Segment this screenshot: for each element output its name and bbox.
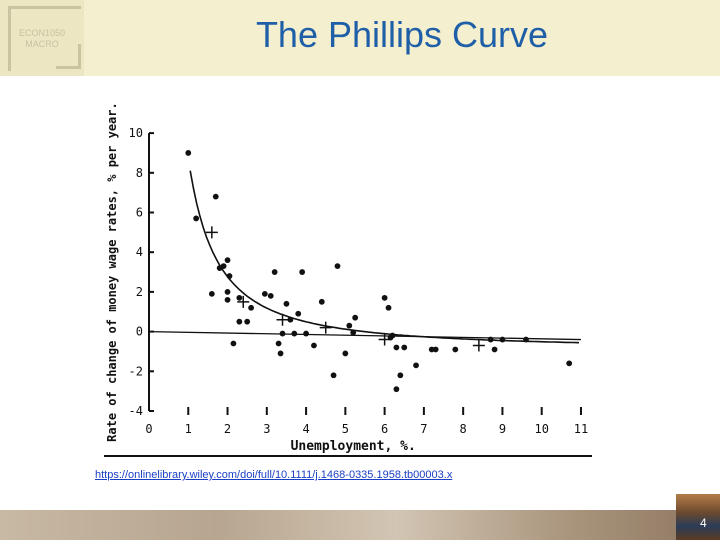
data-point	[271, 269, 278, 275]
data-point	[236, 294, 243, 301]
data-point	[352, 314, 359, 321]
x-tick-label: 8	[460, 422, 467, 436]
data-point	[267, 292, 274, 299]
logo-text: ECON1050 MACRO	[12, 28, 72, 50]
data-point	[381, 294, 388, 301]
data-point	[311, 342, 317, 349]
phillips-curve-chart: -4 -2 0 2 4 6 8 10 0 1 2 3 4 5 6 7 8 9 10 11 Unemployment, %…	[104, 102, 592, 457]
y-tick-label: 8	[136, 166, 143, 180]
y-tick-label: 4	[136, 245, 143, 259]
data-point	[350, 329, 357, 336]
data-point	[185, 150, 192, 156]
data-point	[275, 340, 282, 347]
y-tick-label: 0	[136, 325, 143, 339]
data-point	[236, 318, 243, 325]
zero-reference-line	[148, 330, 581, 341]
data-point	[346, 322, 353, 329]
data-point	[244, 318, 251, 325]
data-point	[295, 310, 302, 317]
data-point	[342, 350, 349, 357]
data-point	[487, 336, 494, 343]
x-tick-label: 0	[145, 422, 152, 436]
logo-frame	[8, 6, 81, 71]
data-point	[248, 304, 255, 311]
y-tick-label: -4	[129, 404, 143, 418]
y-tick-label: 6	[136, 206, 143, 220]
data-point	[389, 332, 396, 339]
slide-header: ECON1050 MACRO The Phillips Curve	[0, 0, 720, 76]
chart-root: -4 -2 0 2 4 6 8 10 0 1 2 3 4 5 6 7 8 9 10 11 Unemployment, %…	[104, 102, 592, 457]
x-tick-label: 10	[534, 422, 548, 436]
x-axis-label: Unemployment, %.	[291, 439, 416, 454]
source-link[interactable]: https://onlinelibrary.wiley.com/doi/full…	[95, 469, 453, 481]
y-tick-label: 10	[129, 126, 143, 140]
average-marker	[378, 333, 391, 346]
footer-band	[0, 510, 720, 540]
logo-line-2: MACRO	[25, 39, 59, 49]
data-point	[393, 386, 400, 393]
logo-line-1: ECON1050	[18, 28, 66, 38]
y-tick-label: -2	[129, 364, 143, 378]
data-point	[230, 340, 237, 347]
x-tick-label: 2	[224, 422, 231, 436]
data-point	[291, 330, 298, 337]
x-tick-label: 3	[263, 422, 270, 436]
x-tick-label: 1	[185, 422, 192, 436]
data-point	[261, 290, 268, 297]
average-marker	[205, 226, 218, 239]
data-point	[224, 289, 231, 295]
fitted-phillips-curve	[189, 170, 580, 344]
average-marker	[237, 295, 250, 308]
x-tick-label: 9	[499, 422, 506, 436]
data-point	[279, 330, 286, 337]
data-point	[226, 273, 233, 279]
data-point	[224, 296, 231, 303]
logo-frame-corner	[56, 44, 81, 69]
data-point	[385, 304, 392, 311]
data-point	[193, 215, 200, 222]
average-marker	[472, 339, 485, 352]
data-point	[287, 316, 294, 323]
data-point	[413, 362, 419, 369]
data-point	[393, 344, 400, 351]
data-point	[212, 193, 219, 200]
y-axis-label: Rate of change of money wage rates, % pe…	[105, 102, 119, 442]
x-tick-label: 5	[342, 422, 349, 436]
average-marker	[319, 321, 332, 334]
data-point	[334, 263, 341, 269]
data-point	[283, 300, 290, 307]
data-point	[220, 263, 227, 269]
data-point	[566, 360, 573, 367]
data-point	[318, 298, 325, 305]
y-tick-label: 2	[136, 285, 143, 299]
data-point	[397, 372, 404, 379]
data-point	[401, 344, 408, 351]
x-tick-label: 11	[574, 422, 588, 436]
x-tick-label: 7	[420, 422, 427, 436]
slide-title: The Phillips Curve	[255, 14, 549, 55]
data-point	[432, 346, 439, 353]
data-point	[299, 269, 306, 275]
x-tick-label: 4	[302, 422, 309, 436]
data-point	[224, 257, 231, 264]
page-number: 4	[700, 516, 707, 530]
average-marker	[276, 313, 289, 326]
x-tick-label: 6	[381, 422, 388, 436]
data-point	[523, 336, 529, 343]
data-point	[491, 346, 498, 353]
data-point	[303, 330, 309, 337]
footer-image	[676, 494, 720, 540]
data-point	[208, 290, 215, 297]
data-point	[277, 350, 284, 357]
data-point	[499, 336, 506, 343]
data-point	[330, 372, 337, 379]
data-point	[452, 346, 459, 353]
course-logo: ECON1050 MACRO	[0, 0, 84, 76]
